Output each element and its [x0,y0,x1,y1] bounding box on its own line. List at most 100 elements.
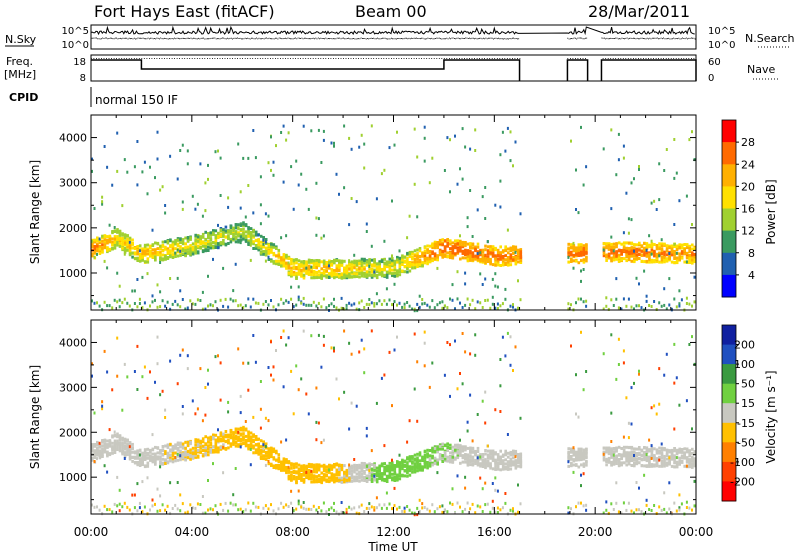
velocity-cell [385,491,388,495]
power-cell [217,232,220,235]
power-cell [580,253,583,257]
velocity-cell [406,474,409,478]
power-cell [217,242,220,246]
freq-lines [91,58,697,81]
power-cell [675,251,678,255]
velocity-cell [297,470,301,474]
velocity-cell [214,441,218,445]
power-cell [451,283,454,287]
velocity-cell [391,461,394,465]
power-cell [476,242,480,246]
power-cell [305,268,308,272]
power-cell [436,258,439,262]
power-cell [247,229,250,233]
power-cell [446,136,449,140]
velocity-cell [418,498,421,502]
power-cell [123,248,127,252]
power-cell [418,263,422,267]
velocity-cell [285,466,288,469]
power-cell [259,234,263,238]
velocity-cell [113,430,116,434]
power-cell [302,269,306,273]
velocity-cell [171,460,175,464]
power-cell [406,267,409,270]
power-cell [184,248,187,252]
power-cell [143,246,147,250]
power-cell [191,252,195,256]
velocity-cell [209,435,213,439]
velocity-cell [156,455,160,459]
power-cell [413,249,417,253]
power-cell [209,242,213,246]
velocity-cell [174,456,177,459]
power-cell [504,149,507,153]
power-cell [232,232,235,236]
velocity-cell [292,466,296,469]
power-cell [194,207,197,211]
power-cell [302,302,305,306]
power-cell [635,304,638,308]
velocity-cell [272,378,275,382]
velocity-cell [360,468,363,472]
power-cell [106,266,109,270]
velocity-cell [212,433,215,437]
power-cell [171,302,174,306]
power-cell [443,169,446,172]
velocity-cell [207,440,210,444]
velocity-cell [103,442,107,446]
velocity-cell [270,340,272,344]
power-cell [423,258,427,262]
power-cell [272,243,276,247]
velocity-cell [406,440,409,444]
velocity-cell [181,446,185,450]
cpid-value: normal 150 IF [95,93,178,107]
power-cell [476,245,480,249]
velocity-cell [509,508,512,512]
power-cell [353,253,356,257]
power-cell [204,181,207,185]
power-cell [658,247,661,251]
power-cell [239,238,243,242]
velocity-cell [411,467,414,471]
power-cell [224,235,228,239]
power-cell [287,131,290,135]
velocity-cell [270,464,273,467]
velocity-cell [411,511,414,515]
power-cell [459,245,462,249]
power-cell [391,199,393,203]
velocity-cell [353,463,356,467]
velocity-cell [229,444,233,448]
power-cell [375,276,379,280]
power-cell [519,250,523,254]
velocity-cell [189,457,192,461]
velocity-cell [333,480,336,484]
power-cell [365,274,369,278]
power-cell [476,300,479,304]
velocity-cell [353,458,356,461]
velocity-cell [214,433,218,437]
power-cell [582,300,585,304]
power-cell [617,132,620,136]
power-cell [678,199,681,203]
power-cell [262,240,265,244]
velocity-cell [443,443,447,447]
power-cell [423,159,426,163]
power-cell [391,264,394,268]
power-cell [418,247,422,250]
power-cell [393,143,396,147]
power-cell [678,255,681,259]
power-cell [517,260,520,264]
velocity-cell [519,465,523,469]
power-cell [290,272,293,276]
power-cell [406,262,409,265]
velocity-cell [385,466,389,470]
velocity-cell [486,444,489,448]
power-cell [580,297,582,301]
velocity-cell [149,458,152,462]
velocity-cell [348,341,351,345]
power-cell [368,303,371,307]
colorbar-swatch [722,230,736,254]
velocity-cell [456,387,459,391]
velocity-cell [207,368,209,372]
power-cell [580,250,583,254]
